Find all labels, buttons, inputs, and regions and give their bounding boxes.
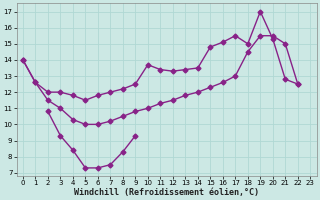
X-axis label: Windchill (Refroidissement éolien,°C): Windchill (Refroidissement éolien,°C) [74,188,259,197]
